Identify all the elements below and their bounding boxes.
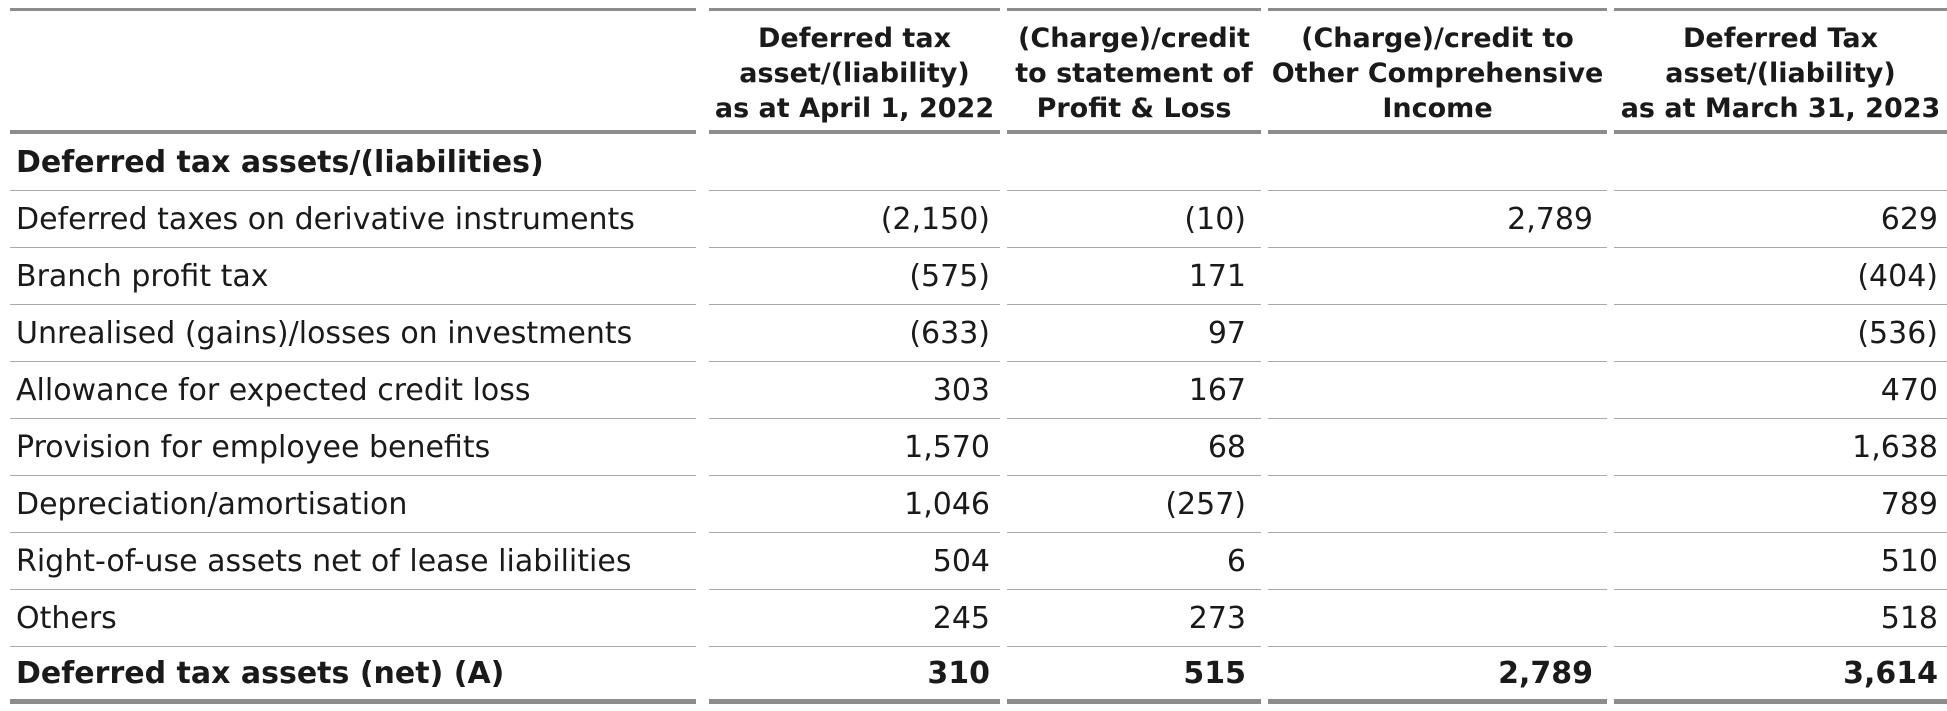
- table-header-row: Deferred tax asset/(liability) as at Apr…: [10, 8, 1947, 134]
- header-cell-profit-loss: (Charge)/credit to statement of Profit &…: [1007, 8, 1261, 134]
- table-row: Deferred taxes on derivative instruments…: [10, 191, 1947, 248]
- section-title-cell: Deferred tax assets/(liabilities): [10, 134, 696, 191]
- section-empty-cell: [1614, 134, 1947, 191]
- profit-loss-value: (257): [1007, 476, 1261, 533]
- opening-value: 1,046: [709, 476, 1000, 533]
- header-charge-profit-loss: (Charge)/credit to statement of Profit &…: [1015, 23, 1253, 124]
- header-opening-balance: Deferred tax asset/(liability) as at Apr…: [714, 23, 995, 124]
- row-label: Unrealised (gains)/losses on investments: [10, 305, 696, 362]
- header-cell-closing: Deferred Tax asset/(liability) as at Mar…: [1614, 8, 1947, 134]
- oci-value: [1268, 533, 1607, 590]
- opening-value: (2,150): [709, 191, 1000, 248]
- total-oci-value: 2,789: [1268, 647, 1607, 704]
- oci-value: [1268, 476, 1607, 533]
- oci-value: 2,789: [1268, 191, 1607, 248]
- deferred-tax-table: Deferred tax asset/(liability) as at Apr…: [10, 8, 1947, 704]
- profit-loss-value: 6: [1007, 533, 1261, 590]
- table-row: Provision for employee benefits 1,570 68…: [10, 419, 1947, 476]
- profit-loss-value: 167: [1007, 362, 1261, 419]
- total-profit-loss-value: 515: [1007, 647, 1261, 704]
- table-row: Allowance for expected credit loss 303 1…: [10, 362, 1947, 419]
- opening-value: (633): [709, 305, 1000, 362]
- closing-value: 1,638: [1614, 419, 1947, 476]
- table-row: Right-of-use assets net of lease liabili…: [10, 533, 1947, 590]
- total-label: Deferred tax assets (net) (A): [10, 647, 696, 704]
- header-cell-opening: Deferred tax asset/(liability) as at Apr…: [709, 8, 1000, 134]
- row-label: Deferred taxes on derivative instruments: [10, 191, 696, 248]
- table-row: Branch profit tax (575) 171 (404): [10, 248, 1947, 305]
- oci-value: [1268, 248, 1607, 305]
- table-row: Unrealised (gains)/losses on investments…: [10, 305, 1947, 362]
- profit-loss-value: 68: [1007, 419, 1261, 476]
- section-title-row: Deferred tax assets/(liabilities): [10, 134, 1947, 191]
- profit-loss-value: 273: [1007, 590, 1261, 647]
- profit-loss-value: 171: [1007, 248, 1261, 305]
- header-charge-oci: (Charge)/credit to Other Comprehensive I…: [1271, 23, 1604, 124]
- closing-value: 470: [1614, 362, 1947, 419]
- total-closing-value: 3,614: [1614, 647, 1947, 704]
- opening-value: 303: [709, 362, 1000, 419]
- table-row: Depreciation/amortisation 1,046 (257) 78…: [10, 476, 1947, 533]
- section-title: Deferred tax assets/(liabilities): [16, 144, 544, 180]
- row-label: Provision for employee benefits: [10, 419, 696, 476]
- table-row: Others 245 273 518: [10, 590, 1947, 647]
- opening-value: 1,570: [709, 419, 1000, 476]
- closing-value: 789: [1614, 476, 1947, 533]
- opening-value: 245: [709, 590, 1000, 647]
- oci-value: [1268, 362, 1607, 419]
- section-empty-cell: [1268, 134, 1607, 191]
- total-row: Deferred tax assets (net) (A) 310 515 2,…: [10, 647, 1947, 704]
- row-label: Right-of-use assets net of lease liabili…: [10, 533, 696, 590]
- row-label: Depreciation/amortisation: [10, 476, 696, 533]
- row-label: Branch profit tax: [10, 248, 696, 305]
- closing-value: 510: [1614, 533, 1947, 590]
- section-empty-cell: [1007, 134, 1261, 191]
- oci-value: [1268, 419, 1607, 476]
- profit-loss-value: 97: [1007, 305, 1261, 362]
- row-label: Others: [10, 590, 696, 647]
- closing-value: 629: [1614, 191, 1947, 248]
- row-label: Allowance for expected credit loss: [10, 362, 696, 419]
- closing-value: 518: [1614, 590, 1947, 647]
- oci-value: [1268, 305, 1607, 362]
- header-cell-oci: (Charge)/credit to Other Comprehensive I…: [1268, 8, 1607, 134]
- closing-value: (536): [1614, 305, 1947, 362]
- profit-loss-value: (10): [1007, 191, 1261, 248]
- oci-value: [1268, 590, 1607, 647]
- header-closing-balance: Deferred Tax asset/(liability) as at Mar…: [1620, 23, 1941, 124]
- opening-value: (575): [709, 248, 1000, 305]
- section-empty-cell: [709, 134, 1000, 191]
- header-cell-blank: [10, 8, 696, 134]
- total-opening-value: 310: [709, 647, 1000, 704]
- closing-value: (404): [1614, 248, 1947, 305]
- opening-value: 504: [709, 533, 1000, 590]
